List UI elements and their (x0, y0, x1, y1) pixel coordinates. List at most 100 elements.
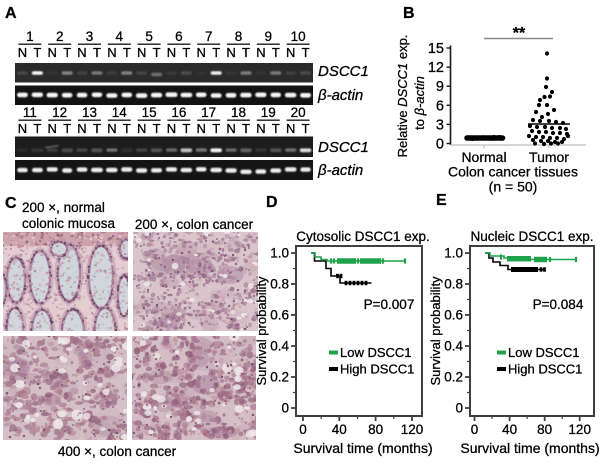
svg-text:Survival time (months): Survival time (months) (293, 440, 432, 456)
svg-text:T: T (93, 121, 101, 136)
svg-text:40: 40 (502, 422, 517, 437)
svg-text:N: N (48, 121, 57, 136)
svg-text:T: T (242, 45, 250, 60)
svg-text:T: T (272, 121, 280, 136)
svg-text:0: 0 (299, 422, 307, 437)
svg-text:0: 0 (281, 401, 289, 416)
svg-text:9: 9 (436, 79, 444, 95)
svg-text:9: 9 (265, 29, 273, 44)
svg-text:B: B (403, 5, 415, 22)
svg-text:N: N (286, 45, 295, 60)
svg-text:4: 4 (116, 29, 124, 44)
svg-text:400 ×, colon cancer: 400 ×, colon cancer (58, 444, 177, 459)
svg-text:15: 15 (428, 41, 444, 57)
svg-text:DSCC1: DSCC1 (318, 139, 369, 156)
svg-text:0: 0 (436, 137, 444, 153)
svg-text:0.8: 0.8 (270, 277, 289, 292)
svg-text:Nucleic DSCC1 exp.: Nucleic DSCC1 exp. (470, 229, 593, 244)
svg-text:200 ×, colon cancer: 200 ×, colon cancer (135, 217, 254, 232)
svg-text:N: N (197, 45, 206, 60)
svg-text:T: T (93, 45, 101, 60)
svg-text:Survival probability: Survival probability (254, 276, 269, 386)
svg-text:T: T (302, 121, 310, 136)
svg-text:Low DSCC1: Low DSCC1 (340, 345, 412, 360)
svg-text:P=0.007: P=0.007 (364, 297, 415, 312)
svg-text:16: 16 (171, 105, 186, 120)
svg-text:High DSCC1: High DSCC1 (508, 362, 582, 377)
svg-text:N: N (18, 121, 27, 136)
svg-text:P=0.084: P=0.084 (533, 297, 584, 312)
svg-text:0.6: 0.6 (270, 308, 289, 323)
svg-text:colonic mucosa: colonic mucosa (22, 216, 116, 231)
svg-text:3: 3 (86, 29, 94, 44)
svg-text:1.0: 1.0 (270, 246, 289, 261)
svg-text:T: T (182, 45, 190, 60)
svg-text:Colon cancer tissues: Colon cancer tissues (448, 164, 578, 180)
svg-text:20: 20 (291, 105, 306, 120)
svg-text:N: N (137, 45, 146, 60)
svg-text:High DSCC1: High DSCC1 (340, 362, 414, 377)
svg-text:N: N (256, 45, 265, 60)
svg-text:E: E (436, 192, 447, 209)
svg-text:β-actin: β-actin (317, 87, 363, 104)
svg-text:T: T (272, 45, 280, 60)
svg-text:N: N (77, 45, 86, 60)
svg-text:T: T (123, 121, 131, 136)
svg-text:13: 13 (82, 105, 97, 120)
svg-text:T: T (153, 121, 161, 136)
svg-text:0.4: 0.4 (270, 339, 289, 354)
svg-text:80: 80 (537, 422, 552, 437)
svg-text:Cytosolic DSCC1 exp.: Cytosolic DSCC1 exp. (296, 229, 430, 244)
svg-text:6: 6 (436, 98, 444, 114)
svg-text:T: T (212, 45, 220, 60)
svg-text:200 ×, normal: 200 ×, normal (22, 200, 105, 215)
svg-text:N: N (107, 121, 116, 136)
svg-text:N: N (167, 121, 176, 136)
svg-text:3: 3 (436, 117, 444, 133)
svg-text:0: 0 (471, 422, 479, 437)
svg-text:Survival time (months): Survival time (months) (460, 440, 599, 456)
svg-text:10: 10 (291, 29, 306, 44)
svg-text:17: 17 (201, 105, 216, 120)
svg-text:12: 12 (428, 60, 444, 76)
svg-text:19: 19 (261, 105, 276, 120)
svg-text:to β-actin: to β-actin (412, 76, 427, 130)
svg-text:40: 40 (332, 422, 347, 437)
svg-text:T: T (123, 45, 131, 60)
svg-text:T: T (182, 121, 190, 136)
svg-text:7: 7 (205, 29, 213, 44)
svg-text:N: N (48, 45, 57, 60)
svg-text:80: 80 (368, 422, 383, 437)
svg-text:N: N (107, 45, 116, 60)
svg-text:Low DSCC1: Low DSCC1 (508, 345, 580, 360)
svg-text:0.2: 0.2 (444, 370, 463, 385)
svg-text:N: N (226, 121, 235, 136)
svg-text:T: T (33, 121, 41, 136)
svg-text:N: N (18, 45, 27, 60)
svg-text:Survival probability: Survival probability (428, 276, 443, 386)
svg-text:14: 14 (112, 105, 128, 120)
svg-text:2: 2 (56, 29, 64, 44)
svg-text:8: 8 (235, 29, 243, 44)
svg-text:0.6: 0.6 (444, 308, 463, 323)
svg-text:0.8: 0.8 (444, 277, 463, 292)
svg-text:0.4: 0.4 (444, 339, 463, 354)
svg-text:N: N (167, 45, 176, 60)
svg-text:D: D (266, 194, 278, 211)
svg-text:6: 6 (175, 29, 183, 44)
svg-text:N: N (256, 121, 265, 136)
svg-text:1: 1 (26, 29, 34, 44)
svg-text:C: C (5, 195, 17, 212)
svg-text:Relative DSCC1 exp.: Relative DSCC1 exp. (395, 35, 410, 158)
svg-text:0.2: 0.2 (270, 370, 289, 385)
svg-text:DSCC1: DSCC1 (318, 63, 369, 80)
svg-text:T: T (63, 121, 71, 136)
svg-text:120: 120 (568, 422, 591, 437)
svg-text:β-actin: β-actin (317, 162, 363, 179)
svg-text:5: 5 (145, 29, 153, 44)
svg-text:T: T (63, 45, 71, 60)
svg-text:T: T (153, 45, 161, 60)
svg-text:11: 11 (23, 105, 37, 120)
svg-text:1.0: 1.0 (444, 246, 463, 261)
svg-text:N: N (226, 45, 235, 60)
